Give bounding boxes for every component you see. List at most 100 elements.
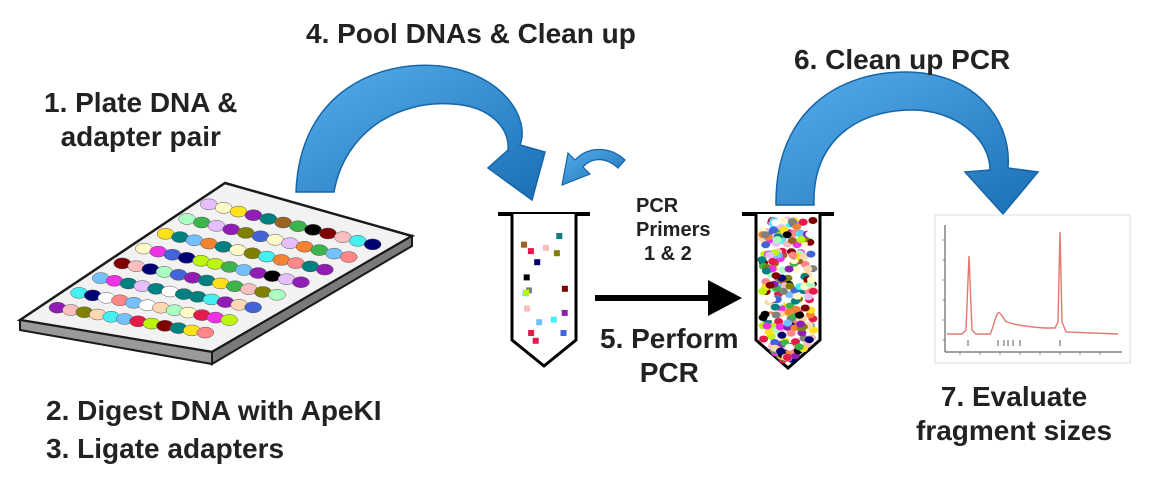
dna-fragment — [785, 282, 795, 290]
plate-well — [292, 276, 310, 288]
dna-fragment — [762, 322, 772, 330]
dna-fragment — [757, 256, 767, 264]
plate-well — [244, 301, 262, 314]
plate-icon — [16, 181, 416, 366]
dna-fragment — [523, 274, 530, 281]
dna-fragment — [796, 320, 806, 328]
dna-fragment — [767, 295, 776, 303]
plate-well — [207, 220, 226, 232]
step-1-line1: 1. Plate DNA & — [44, 87, 238, 118]
dna-fragment — [771, 311, 781, 319]
plate-well — [319, 227, 337, 240]
step-5-label: 5. Perform PCR — [600, 322, 739, 390]
dna-fragment — [788, 251, 798, 259]
dna-fragment — [806, 250, 816, 258]
dna-fragment — [782, 231, 792, 239]
dna-fragment — [775, 323, 785, 331]
step-7-label: 7. Evaluate fragment sizes — [916, 380, 1112, 448]
dna-fragment — [560, 330, 567, 336]
dna-fragment — [536, 319, 543, 326]
curved-arrow-icon — [295, 64, 546, 202]
tube-icon — [742, 212, 834, 370]
step-2-label: 2. Digest DNA with ApeKI — [46, 395, 382, 426]
dna-fragment — [792, 223, 802, 231]
plate-well — [334, 231, 352, 243]
dna-fragment — [772, 236, 782, 244]
plate-well — [178, 213, 196, 225]
primers-label: PCR Primers 1 & 2 — [636, 194, 711, 266]
dna-fragment — [784, 308, 794, 316]
dna-fragment — [771, 219, 780, 227]
dna-fragment — [524, 305, 531, 312]
plate-well — [289, 220, 307, 232]
dna-fragment — [784, 343, 794, 351]
step-3-label: 3. Ligate adapters — [46, 433, 285, 464]
plate-well — [220, 314, 238, 326]
dna-fragment — [779, 287, 788, 295]
dna-fragment — [784, 265, 794, 273]
dna-fragment — [761, 267, 771, 275]
dna-fragment — [787, 237, 797, 244]
dna-fragment — [777, 331, 787, 339]
dna-fragment — [542, 244, 549, 251]
dna-fragment — [774, 318, 784, 325]
step-1-line2: adapter pair — [60, 121, 221, 152]
straight-arrow-icon — [595, 280, 742, 316]
dna-fragment — [787, 218, 797, 226]
dna-fragment — [527, 248, 534, 255]
electropherogram-icon — [934, 214, 1131, 364]
dna-fragment — [800, 304, 810, 312]
dna-fragment — [528, 330, 535, 336]
dna-fragment — [799, 253, 809, 260]
plate-well — [274, 216, 292, 229]
dna-fragment — [797, 329, 807, 337]
step-4-label: 4. Pool DNAs & Clean up — [306, 18, 636, 49]
dna-fragment — [794, 343, 804, 351]
step-5-line1: 5. Perform — [600, 323, 739, 354]
dna-fragment — [561, 285, 568, 292]
dna-fragment — [550, 316, 557, 323]
plate-well — [237, 227, 255, 239]
dna-fragment — [770, 338, 780, 346]
tube-icon — [498, 212, 590, 368]
plate-well — [229, 205, 248, 218]
dna-fragment — [792, 292, 802, 300]
plate-well — [199, 198, 218, 211]
dna-fragment — [769, 226, 778, 234]
dna-fragment — [782, 353, 792, 361]
plate-well — [214, 202, 233, 214]
dna-fragment — [798, 218, 808, 226]
dna-fragment — [521, 241, 527, 248]
dna-fragment — [809, 326, 818, 334]
step-7-line1: 7. Evaluate — [940, 381, 1088, 412]
dna-fragment — [808, 287, 818, 295]
dna-fragment — [779, 217, 789, 225]
plate-well — [339, 251, 358, 263]
plate-well — [193, 216, 211, 229]
plate-well — [281, 237, 299, 249]
primers-line1: PCR — [636, 195, 679, 217]
curved-arrow-icon — [775, 71, 1040, 216]
plate-well — [348, 235, 367, 247]
plate-well — [196, 326, 215, 339]
step-6-label: 6. Clean up PCR — [794, 44, 1011, 75]
dna-fragment — [803, 265, 813, 273]
step-5-line2: PCR — [639, 357, 699, 388]
primers-line3: 1 & 2 — [644, 243, 692, 265]
dna-fragment — [523, 289, 530, 296]
dna-fragment — [804, 336, 814, 344]
dna-fragment — [534, 259, 541, 266]
dna-fragment — [758, 314, 768, 321]
plate-well — [244, 209, 263, 221]
dna-fragment — [768, 257, 778, 265]
plate-well — [295, 240, 314, 253]
step-1-label: 1. Plate DNA & adapter pair — [44, 86, 237, 154]
dna-fragment — [761, 241, 771, 249]
dna-fragment — [791, 266, 801, 274]
dna-fragment — [758, 287, 768, 295]
plate-well — [363, 238, 382, 251]
plate-well — [259, 213, 278, 225]
dna-fragment — [760, 231, 770, 239]
dna-fragment — [765, 281, 775, 289]
dna-fragment — [786, 329, 796, 337]
